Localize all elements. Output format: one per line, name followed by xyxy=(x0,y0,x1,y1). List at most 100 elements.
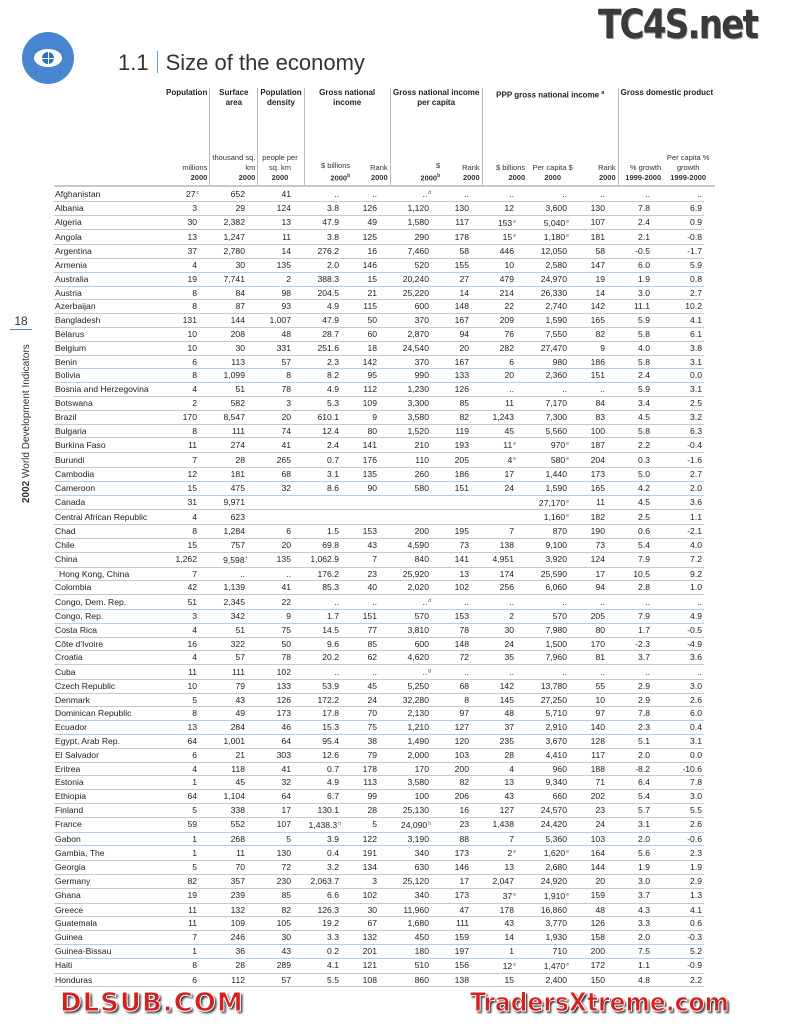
table-cell: 27,470 xyxy=(516,341,569,356)
watermark-bottom: TradersXtreme.com xyxy=(470,988,730,1019)
table-cell: 1,500 xyxy=(516,637,569,652)
footnote-marker: e xyxy=(566,849,569,856)
table-cell: 3.1 xyxy=(607,817,652,833)
table-cell: 2,047 xyxy=(471,874,516,889)
table-cell: 38 xyxy=(341,734,379,749)
table-cell: 580 xyxy=(379,481,431,496)
table-cell: 134 xyxy=(341,860,379,876)
country-name: Argentina xyxy=(54,244,164,259)
table-cell: 1,490 xyxy=(379,734,431,749)
table-cell: 141 xyxy=(431,552,471,568)
table-cell: 60 xyxy=(341,327,379,342)
table-cell: 11 xyxy=(247,229,293,246)
cell-value: 970 xyxy=(550,440,566,451)
table-cell: ..g xyxy=(379,664,431,680)
table-cell: 64 xyxy=(247,734,293,749)
table-cell: 9.6 xyxy=(293,637,341,652)
table-row: Estonia 1 45 32 4.9 113 3,580 82 13 9,340 71 6.4 7.8 xyxy=(54,775,704,791)
country-name: Angola xyxy=(54,229,164,246)
table-row: Azerbaijan 8 87 93 4.9 115 600 148 22 2,740 142 11.… xyxy=(54,299,704,315)
table-cell: 1,243 xyxy=(471,410,516,425)
column-unit: Rank xyxy=(598,163,616,172)
table-cell: 64 xyxy=(164,734,199,749)
table-cell: 268 xyxy=(199,832,247,847)
table-cell: 3,580 xyxy=(379,410,431,425)
table-cell: 12e xyxy=(471,958,516,974)
table-row: Eritrea 4 118 41 0.7 178 170 200 4 960 188 -8.2 -10.… xyxy=(54,762,704,777)
table-cell: 3.8 xyxy=(293,229,341,246)
column-unit: % growth xyxy=(629,163,662,172)
table-cell: 49 xyxy=(341,215,379,231)
table-cell: .. xyxy=(471,664,516,680)
cell-value: 24,090 xyxy=(400,819,428,830)
table-cell: 85.3 xyxy=(293,580,341,596)
table-cell: 115 xyxy=(341,299,379,315)
country-name: Bolivia xyxy=(54,368,164,384)
table-cell: 5 xyxy=(164,803,199,818)
table-cell: 230 xyxy=(247,874,293,889)
table-cell: 113 xyxy=(341,775,379,791)
table-cell: 4.0 xyxy=(607,341,652,356)
country-name: Congo, Rep. xyxy=(54,609,164,624)
table-cell: ..d xyxy=(379,594,431,610)
column-year-text: 2000 xyxy=(544,173,561,182)
table-cell: 5.0 xyxy=(607,467,652,482)
table-cell: 19 xyxy=(164,272,199,287)
table-cell: 45 xyxy=(341,679,379,694)
column-header: Rank 2000 xyxy=(352,140,391,187)
table-cell: 3,670 xyxy=(516,734,569,749)
table-cell: 80 xyxy=(341,424,379,439)
table-cell: 1,438 xyxy=(471,817,516,833)
table-cell: 24,970 xyxy=(516,272,569,287)
table-cell: 17 xyxy=(471,467,516,482)
table-cell: 7,550 xyxy=(516,327,569,342)
footnote-marker: b xyxy=(437,172,441,179)
page-number: 18 xyxy=(10,314,32,330)
table-row: Guinea 7 246 30 3.3 132 450 159 14 1,930 158 2.0 -0.… xyxy=(54,930,704,946)
table-cell: 26,330 xyxy=(516,286,569,301)
table-cell: 151 xyxy=(431,481,471,496)
table-cell: 479 xyxy=(471,272,516,287)
table-cell: 3.1 xyxy=(652,355,704,370)
table-cell: 153 xyxy=(431,609,471,624)
table-cell: 3,920 xyxy=(516,552,569,568)
table-cell: 3.3 xyxy=(293,930,341,946)
table-cell: 3.2 xyxy=(293,860,341,876)
table-cell: 0.6 xyxy=(652,916,704,932)
table-cell: 14 xyxy=(569,286,607,301)
table-row: Côte d'Ivoire 16 322 50 9.6 85 600 148 24 1,500 17… xyxy=(54,637,704,652)
table-cell: 282 xyxy=(471,341,516,356)
table-row: Congo, Dem. Rep. 51 2,345 22.... ..d........… xyxy=(54,594,704,610)
table-row: Haiti 8 28 289 4.1 121 510 156 12e 1,470e 172 1.1 -0… xyxy=(54,958,704,974)
table-cell: 41 xyxy=(247,437,293,454)
footnote-marker: e xyxy=(513,218,516,225)
table-cell: 3.1 xyxy=(293,467,341,482)
column-unit: $ billions xyxy=(320,160,351,170)
book-title: 2002 World Development Indicators xyxy=(21,344,32,503)
table-cell: .. xyxy=(293,664,341,680)
column-unit: Rank xyxy=(370,163,388,172)
table-cell: 552 xyxy=(199,817,247,833)
table-cell: 11e xyxy=(471,437,516,454)
table-cell: 27,250 xyxy=(516,693,569,708)
table-cell: 4,590 xyxy=(379,538,431,553)
table-cell: 23 xyxy=(569,803,607,818)
column-unit: people per sq. km xyxy=(262,153,298,172)
table-cell: 2 xyxy=(247,272,293,287)
table-cell: 13 xyxy=(164,720,199,736)
table-cell: 2.4 xyxy=(293,437,341,454)
table-cell: 0.3 xyxy=(607,452,652,468)
table-row: Egypt, Arab Rep. 64 1,001 64 95.4 38 1,490 120 2… xyxy=(54,734,704,749)
table-cell: 103 xyxy=(569,832,607,847)
country-name: Haiti xyxy=(54,958,164,974)
table-cell: 132 xyxy=(341,930,379,946)
footnote-a: a xyxy=(601,90,605,96)
table-cell: 2.3 xyxy=(293,355,341,370)
table-row: Burundi 7 28 265 0.7 176 110 205 4e 580e 204 0.3 -1.… xyxy=(54,452,704,468)
table-cell: 6.0 xyxy=(607,258,652,273)
table-cell: 71 xyxy=(569,775,607,791)
table-cell: 145 xyxy=(471,693,516,708)
table-row: Cambodia 12 181 68 3.1 135 260 186 17 1,440 173 5.0… xyxy=(54,467,704,482)
table-row: Congo, Rep. 3 342 9 1.7 151 570 153 2 570 205 7.9 4.… xyxy=(54,609,704,624)
table-cell: 5,710 xyxy=(516,706,569,722)
